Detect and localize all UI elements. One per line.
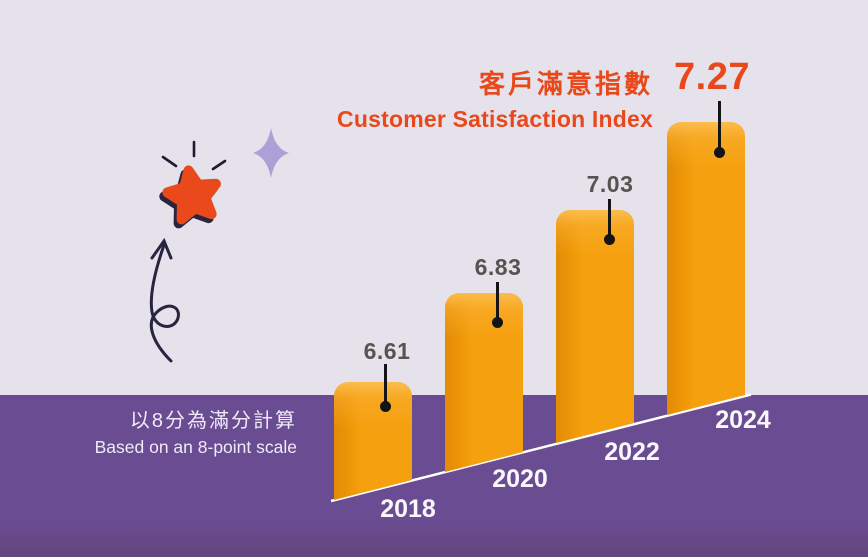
value-label-2020: 6.83 <box>474 254 522 280</box>
pin-line <box>717 101 721 153</box>
pin-marker-2022 <box>603 199 615 245</box>
pin-dot <box>603 234 615 245</box>
bar-2020 <box>445 293 523 472</box>
bar-2022 <box>556 210 634 443</box>
bar-2018 <box>334 382 412 500</box>
pin-marker-2020 <box>491 282 503 328</box>
ground-line <box>330 393 752 503</box>
chart-title-zh: 客戶滿意指數 <box>478 69 653 99</box>
pin-line <box>607 199 611 240</box>
star-doodle-icon <box>159 165 221 229</box>
pin-line <box>383 364 387 407</box>
pin-dot <box>713 147 725 158</box>
chart-title-en: Customer Satisfaction Index <box>337 106 653 132</box>
value-label-2022: 7.03 <box>586 171 634 197</box>
scale-footnote-en: Based on an 8-point scale <box>94 437 297 457</box>
pin-marker-2018 <box>379 364 391 412</box>
pin-line <box>495 282 499 323</box>
curly-arrow-icon <box>149 237 180 363</box>
sparkle-icon <box>253 128 289 178</box>
year-label-2018: 2018 <box>380 495 436 523</box>
star-rays-icon <box>161 140 227 171</box>
scale-footnote: 以8分為滿分計算 Based on an 8-point scale <box>95 404 297 458</box>
scale-footnote-zh: 以8分為滿分計算 <box>129 410 297 432</box>
year-label-2022: 2022 <box>604 438 660 466</box>
pin-dot <box>491 317 503 328</box>
value-label-2018: 6.61 <box>363 338 411 364</box>
year-label-2020: 2020 <box>492 465 548 493</box>
pin-dot <box>379 401 391 412</box>
chart-title: 客戶滿意指數 Customer Satisfaction Index <box>337 64 653 133</box>
bar-2024 <box>667 122 745 415</box>
year-label-2024: 2024 <box>715 406 771 434</box>
pin-marker-2024 <box>713 101 725 158</box>
value-label-2024-highlight: 7.27 <box>674 56 750 98</box>
